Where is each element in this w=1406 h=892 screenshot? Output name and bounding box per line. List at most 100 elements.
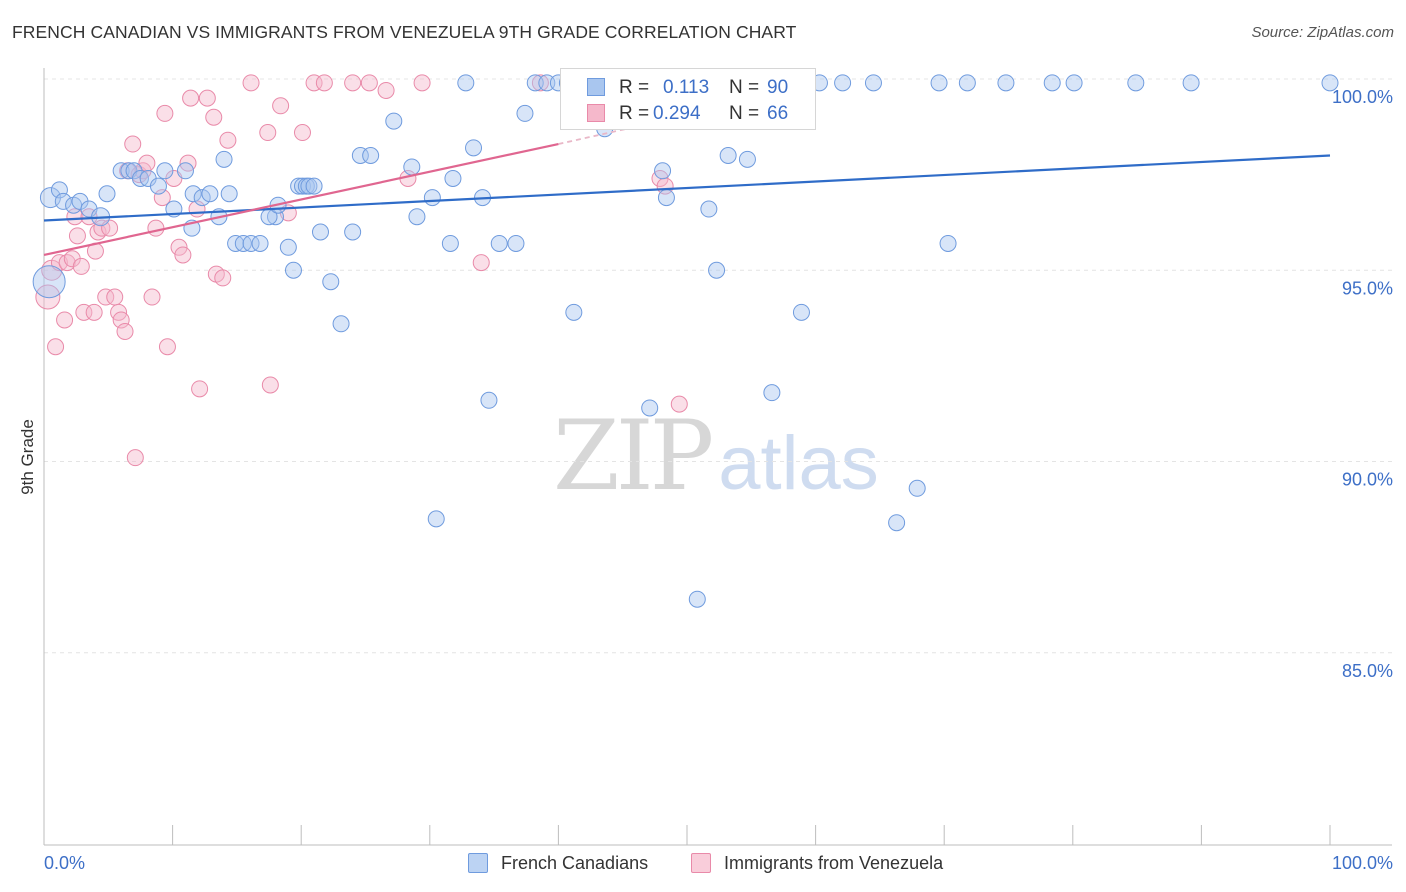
french-point [763,384,781,402]
venezuela-point [126,449,144,467]
french-legend-swatch [468,853,488,873]
y-tick-label: 90.0% [1342,470,1393,490]
french-point [834,74,852,92]
french-point [958,74,976,92]
french-point [80,200,98,218]
french-point [441,234,459,252]
venezuela-point [158,338,176,356]
french-point [403,158,421,176]
french-point [444,169,462,187]
venezuela-point [472,254,490,272]
french-points [32,74,1339,608]
venezuela-point [97,288,115,306]
venezuela-r-label: R = [619,103,650,124]
french-point [220,185,238,203]
french-point [888,514,906,532]
french-point [149,177,167,195]
y-axis-label: 9th Grade [18,419,37,495]
french-point [344,223,362,241]
french-point [242,234,260,252]
french-point [792,303,810,321]
french-point [657,189,675,207]
venezuela-point [315,74,333,92]
source-credit: Source: ZipAtlas.com [1251,24,1394,41]
axis-labels: 100.0% 95.0% 90.0% 85.0% 0.0% 100.0% 9th Grade [18,87,1393,873]
french-point [362,147,380,164]
x-tick-label-start: 0.0% [44,853,85,873]
chart-title: FRENCH CANADIAN VS IMMIGRANTS FROM VENEZ… [12,22,797,42]
french-point [385,112,403,130]
correlation-legend: R = 0.113 N = 90 R = 0.294 N = 66 [560,68,816,130]
french-point [311,223,329,241]
french-point [480,391,498,409]
french-point [54,192,72,210]
venezuela-point [305,74,323,92]
french-point [864,74,882,92]
venezuela-point [360,74,378,92]
venezuela-point [219,131,237,149]
watermark-zip: ZIP [553,400,714,512]
french-r-label: R = [619,77,650,98]
venezuela-point [261,376,279,394]
french-point [1182,74,1200,92]
french-point [997,74,1015,92]
venezuela-point [138,154,156,172]
axes [43,68,1392,846]
french-point [516,104,534,122]
french-point [156,162,174,180]
french-r-value: 0.113 [663,77,710,98]
venezuela-point [259,124,277,142]
french-point [305,177,323,195]
french-point [490,234,508,252]
french-point [700,200,718,218]
venezuela-point [35,284,61,310]
y-tick-label: 95.0% [1342,278,1393,298]
venezuela-point [147,219,165,237]
french-point [251,234,269,252]
legend-row-french: R = 0.113 N = 90 [561,73,817,103]
french-point [738,150,756,168]
french-point [930,74,948,92]
french-n-label: N = [729,77,760,98]
venezuela-point [112,311,130,329]
french-point [193,189,211,207]
french-n-value: 90 [767,77,789,98]
venezuela-swatch [587,104,605,122]
french-point [284,261,302,279]
french-swatch [587,78,605,96]
venezuela-point [242,74,260,92]
french-point [32,265,66,299]
venezuela-point [106,288,124,306]
venezuela-point [191,380,209,398]
french-point [641,399,659,417]
grid-lines [44,78,1392,654]
watermark: ZIP atlas [553,400,879,512]
legend-row-venezuela: R = 0.294 N = 66 [561,99,817,129]
french-point [939,234,957,252]
x-tick-label-end: 100.0% [1332,853,1393,873]
venezuela-legend-label: Immigrants from Venezuela [724,853,944,873]
venezuela-point [377,81,395,99]
french-point [1321,74,1339,92]
french-trend-line [43,154,1331,222]
french-point [408,208,426,226]
venezuela-point [116,322,134,340]
french-point [427,510,445,528]
french-point [351,147,369,164]
venezuela-point [143,288,161,306]
venezuela-point [413,74,431,92]
french-point [465,139,483,157]
french-point [322,273,340,291]
venezuela-point [198,89,216,107]
french-point [526,74,544,92]
venezuela-point [182,89,200,107]
venezuela-point [670,395,688,413]
venezuela-trend-line [43,142,559,257]
venezuela-point [85,303,103,321]
french-point [457,74,475,92]
venezuela-point [75,303,93,321]
french-point [176,162,194,180]
venezuela-point [293,124,311,142]
venezuela-points [35,74,715,467]
